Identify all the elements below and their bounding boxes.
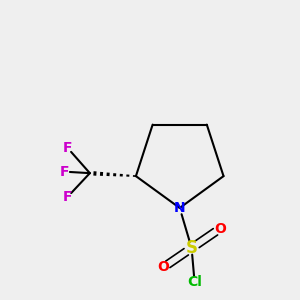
Text: F: F [60,165,69,179]
Text: F: F [63,141,72,155]
Text: N: N [174,201,185,215]
Text: O: O [214,222,226,236]
Text: F: F [63,190,72,204]
Text: O: O [158,260,169,274]
Text: S: S [186,239,198,257]
Text: Cl: Cl [187,275,202,289]
